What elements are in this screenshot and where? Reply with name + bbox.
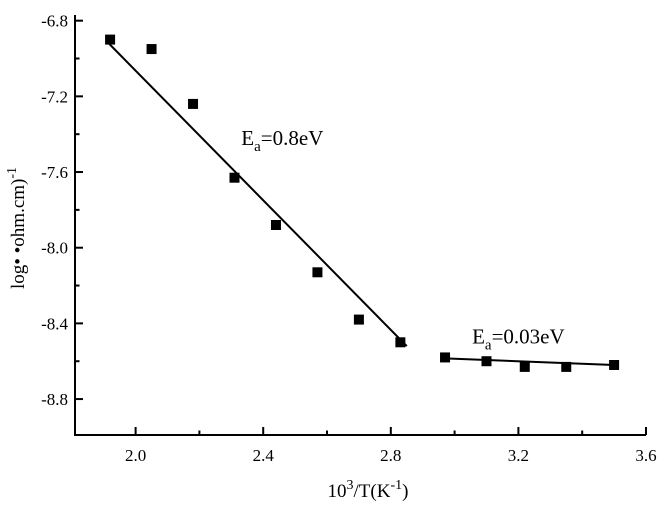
activation-energy-low-part: =0.03eV — [492, 325, 565, 349]
x-axis-label-part: 3 — [347, 478, 354, 493]
data-point-square — [229, 172, 240, 183]
y-axis-label-part: log• •ohm.cm) — [8, 179, 29, 289]
y-tick-label: -8.0 — [41, 239, 68, 258]
x-axis-label-part: /T(K — [354, 481, 391, 502]
data-point-square — [481, 356, 492, 367]
fit-line-steep — [106, 40, 408, 347]
y-tick-label: -8.4 — [41, 314, 68, 333]
axis-frame — [74, 15, 646, 436]
x-tick-label: 2.8 — [380, 446, 401, 465]
activation-energy-high-part: E — [241, 126, 254, 150]
y-axis-label-part: -1 — [5, 167, 20, 179]
x-axis-label-part: ) — [402, 481, 408, 502]
activation-energy-low-part: a — [485, 338, 492, 354]
data-point-square — [519, 361, 530, 372]
x-tick-label: 2.0 — [125, 446, 146, 465]
x-axis-label-part: 10 — [328, 481, 347, 502]
x-axis-label: 103/T(K-1) — [328, 478, 409, 502]
y-tick-label: -8.8 — [41, 390, 68, 409]
data-point-square — [146, 44, 157, 55]
data-point-square — [353, 314, 364, 325]
data-point-square — [270, 220, 281, 230]
data-point-square — [440, 352, 451, 363]
data-point-square — [188, 98, 199, 109]
y-axis-label: log• •ohm.cm)-1 — [5, 167, 29, 289]
data-point-square — [395, 337, 406, 348]
activation-energy-high-part: =0.8eV — [261, 126, 324, 150]
activation-energy-low: Ea=0.03eV — [472, 325, 565, 354]
activation-energy-high-part: a — [254, 139, 261, 155]
y-tick-label: -6.8 — [41, 12, 68, 31]
data-point-square — [561, 361, 572, 372]
y-tick-label: -7.2 — [41, 87, 68, 106]
x-tick-label: 2.4 — [253, 446, 275, 465]
x-tick-label: 3.2 — [508, 446, 529, 465]
activation-energy-low-part: E — [472, 325, 485, 349]
data-point-square — [105, 34, 116, 45]
data-point-square — [312, 267, 323, 278]
fit-line-flat — [444, 357, 615, 366]
y-tick-label: -7.6 — [41, 163, 68, 182]
activation-energy-high: Ea=0.8eV — [241, 126, 323, 155]
x-axis-label-part: -1 — [390, 478, 402, 493]
x-tick-label: 3.6 — [635, 446, 656, 465]
